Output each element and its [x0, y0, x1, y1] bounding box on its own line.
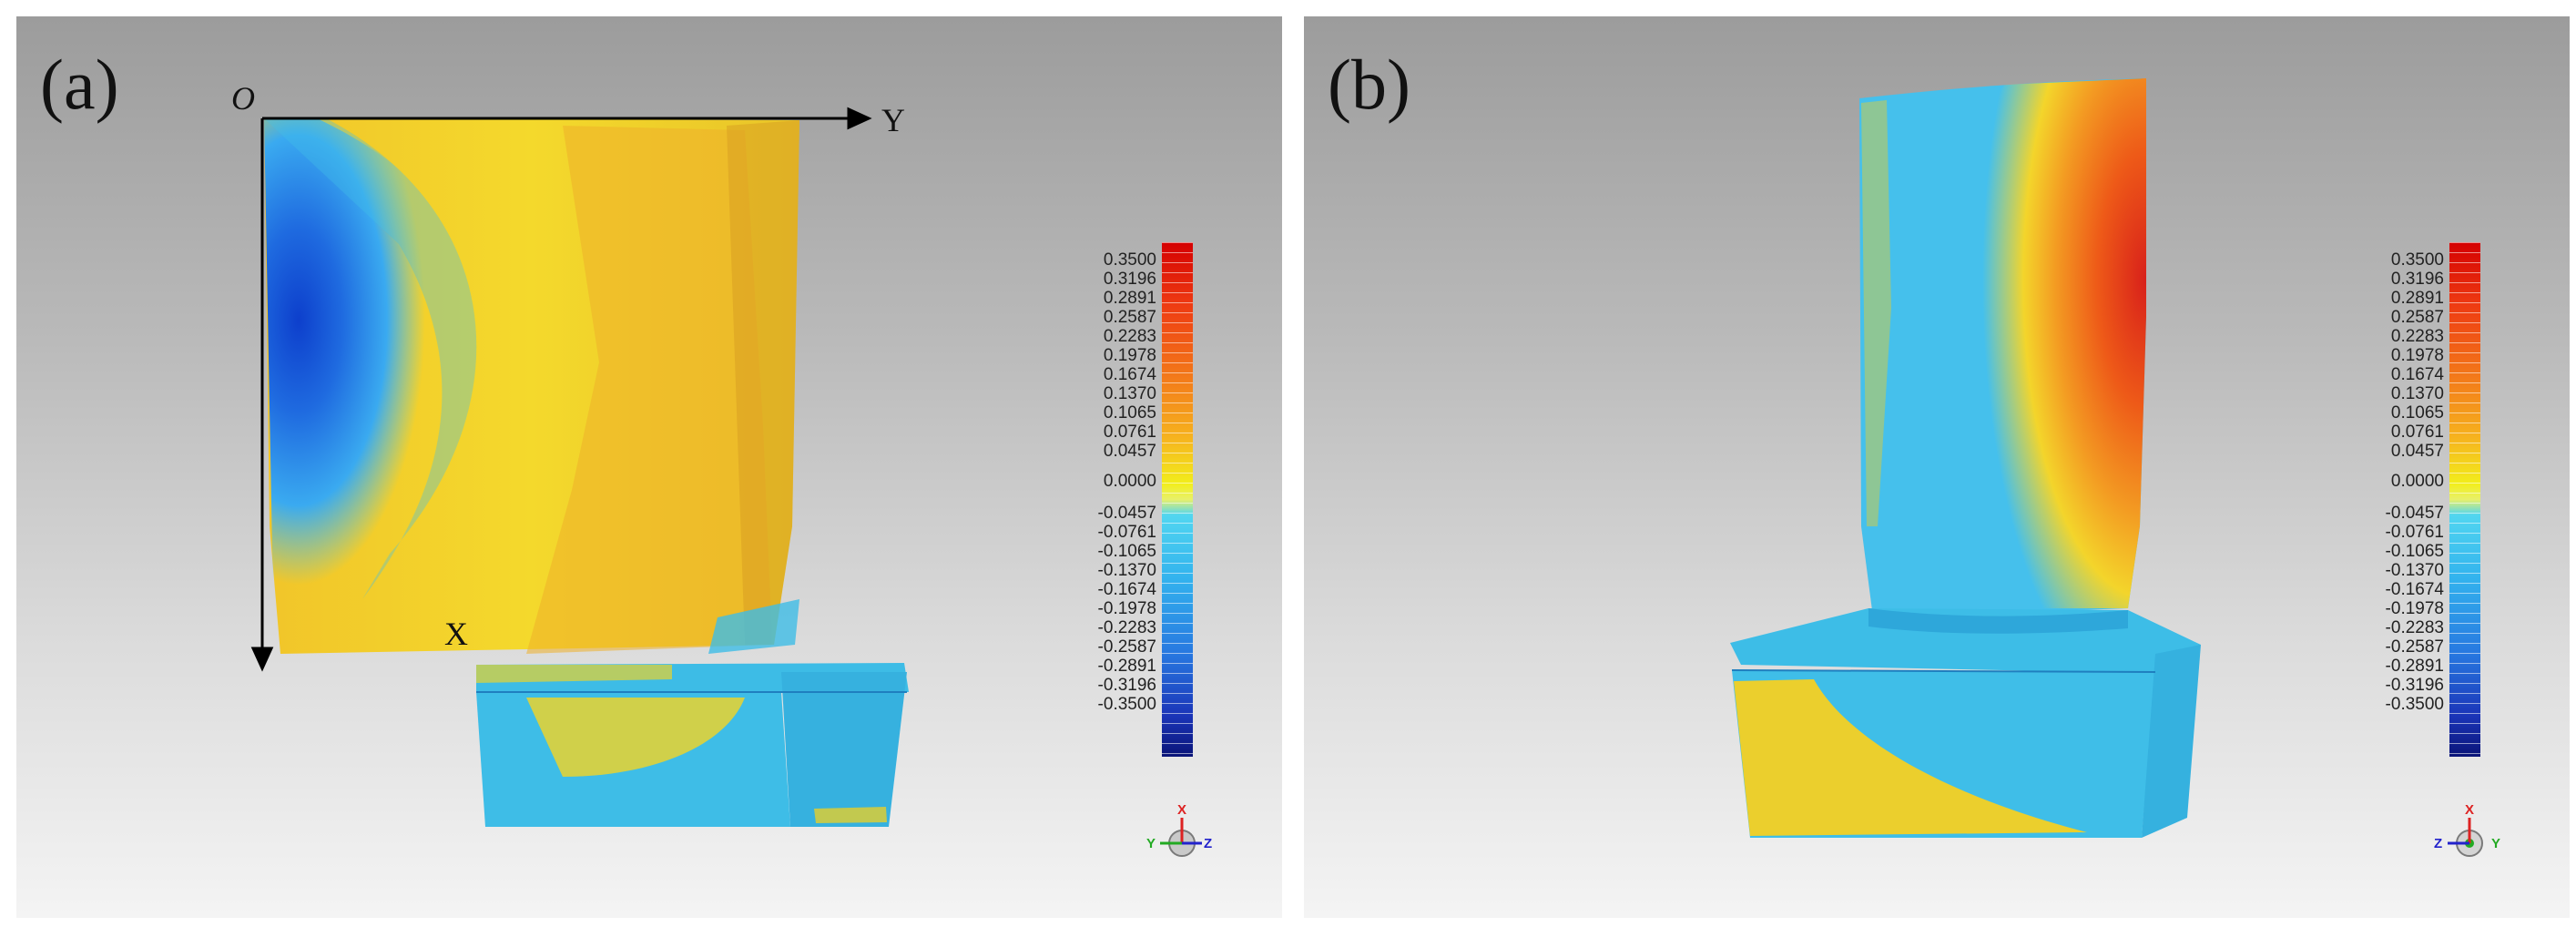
color-tick: -0.2587: [2385, 637, 2444, 657]
color-tick: -0.1370: [2385, 561, 2444, 580]
color-tick: 0.3196: [1103, 270, 1156, 289]
color-tick: 0.2283: [1103, 327, 1156, 346]
color-tick: -0.0457: [2385, 504, 2444, 523]
color-tick: -0.2283: [1097, 618, 1156, 637]
orientation-triad-icon[interactable]: X Z Y: [2433, 800, 2506, 872]
color-tick: 0.1674: [1103, 365, 1156, 384]
color-tick: -0.1978: [2385, 599, 2444, 618]
root-block-positive-region: [1734, 679, 2087, 836]
airfoil-negative-region: [264, 118, 494, 599]
panel-b: (b) 0.3500 0.3196 0.2891 0.2587 0.: [1304, 16, 2570, 918]
airfoil-orange-band: [526, 126, 772, 654]
coordinate-axes: [250, 107, 872, 672]
orientation-triad-icon[interactable]: X Y Z: [1145, 800, 1218, 872]
color-tick: 0.2891: [1103, 289, 1156, 308]
platform-ridge: [1868, 608, 2128, 634]
color-tick: 0.2587: [1103, 308, 1156, 327]
root-block-side-yellow: [814, 807, 887, 823]
airfoil-cyan-fringe: [264, 118, 477, 599]
color-tick: -0.3196: [1097, 676, 1156, 695]
color-tick: -0.1065: [1097, 542, 1156, 561]
airfoil-speckle-left: [1861, 100, 1891, 526]
svg-text:Y: Y: [1146, 836, 1156, 851]
color-tick: 0.3500: [2390, 250, 2444, 270]
root-block-side: [781, 672, 907, 827]
color-tick: -0.1065: [2385, 542, 2444, 561]
color-tick: -0.0761: [1097, 523, 1156, 542]
color-tick: 0.0761: [1103, 423, 1156, 442]
color-tick: -0.3196: [2385, 676, 2444, 695]
color-tick: -0.1674: [1097, 580, 1156, 599]
airfoil-shadow-edge: [727, 120, 799, 645]
color-scale-ticks: 0.3500 0.3196 0.2891 0.2587 0.2283 0.197…: [2342, 251, 2444, 757]
color-tick: -0.0457: [1097, 504, 1156, 523]
root-block-yellow-patch: [526, 698, 745, 777]
color-scale-ticks: 0.3500 0.3196 0.2891 0.2587 0.2283 0.197…: [1054, 251, 1156, 757]
airfoil-cyan-streak: [708, 599, 799, 654]
color-tick: 0.1370: [1103, 384, 1156, 403]
color-tick: -0.0761: [2385, 523, 2444, 542]
color-tick: -0.2891: [1097, 657, 1156, 676]
color-tick: 0.2283: [2390, 327, 2444, 346]
panel-a: (a): [16, 16, 1282, 918]
svg-text:X: X: [1177, 802, 1186, 818]
x-axis-label: X: [444, 616, 468, 652]
color-tick: 0.3196: [2390, 270, 2444, 289]
color-tick: 0.2587: [2390, 308, 2444, 327]
panel-label: (a): [40, 45, 119, 124]
color-tick: 0.0761: [2390, 423, 2444, 442]
color-tick: 0.1065: [1103, 403, 1156, 423]
svg-text:X: X: [2465, 802, 2474, 818]
color-tick: 0.1370: [2390, 384, 2444, 403]
color-tick: 0.2891: [2390, 289, 2444, 308]
color-tick: -0.1674: [2385, 580, 2444, 599]
svg-text:Z: Z: [1204, 836, 1212, 851]
color-tick: -0.1978: [1097, 599, 1156, 618]
color-tick: -0.3500: [1097, 695, 1156, 714]
color-tick: -0.1370: [1097, 561, 1156, 580]
panel-label: (b): [1328, 45, 1410, 124]
root-block-side: [2142, 645, 2201, 838]
root-block-edge: [1731, 669, 2156, 673]
svg-text:Y: Y: [2491, 836, 2500, 851]
color-tick: 0.1674: [2390, 365, 2444, 384]
origin-label: O: [231, 80, 255, 117]
color-tick: 0.3500: [1103, 250, 1156, 270]
color-tick: 0.0000: [2390, 472, 2444, 491]
color-scale-bar: [1162, 242, 1193, 757]
blade-model-a: O Y X: [231, 80, 909, 827]
color-tick: 0.0457: [1103, 442, 1156, 461]
color-tick: 0.0000: [1103, 472, 1156, 491]
svg-text:Z: Z: [2434, 836, 2442, 851]
color-tick: -0.2587: [1097, 637, 1156, 657]
color-tick: -0.3500: [2385, 695, 2444, 714]
color-tick: -0.2283: [2385, 618, 2444, 637]
platform-top-yellow: [476, 665, 672, 683]
y-axis-label: Y: [881, 102, 905, 138]
blade-model-b: [1730, 78, 2201, 838]
color-tick: 0.1065: [2390, 403, 2444, 423]
airfoil-positive-region: [1941, 78, 2146, 608]
color-tick: 0.0457: [2390, 442, 2444, 461]
color-tick: 0.1978: [2390, 346, 2444, 365]
color-tick: 0.1978: [1103, 346, 1156, 365]
color-scale-bar: [2449, 242, 2480, 757]
color-tick: -0.2891: [2385, 657, 2444, 676]
